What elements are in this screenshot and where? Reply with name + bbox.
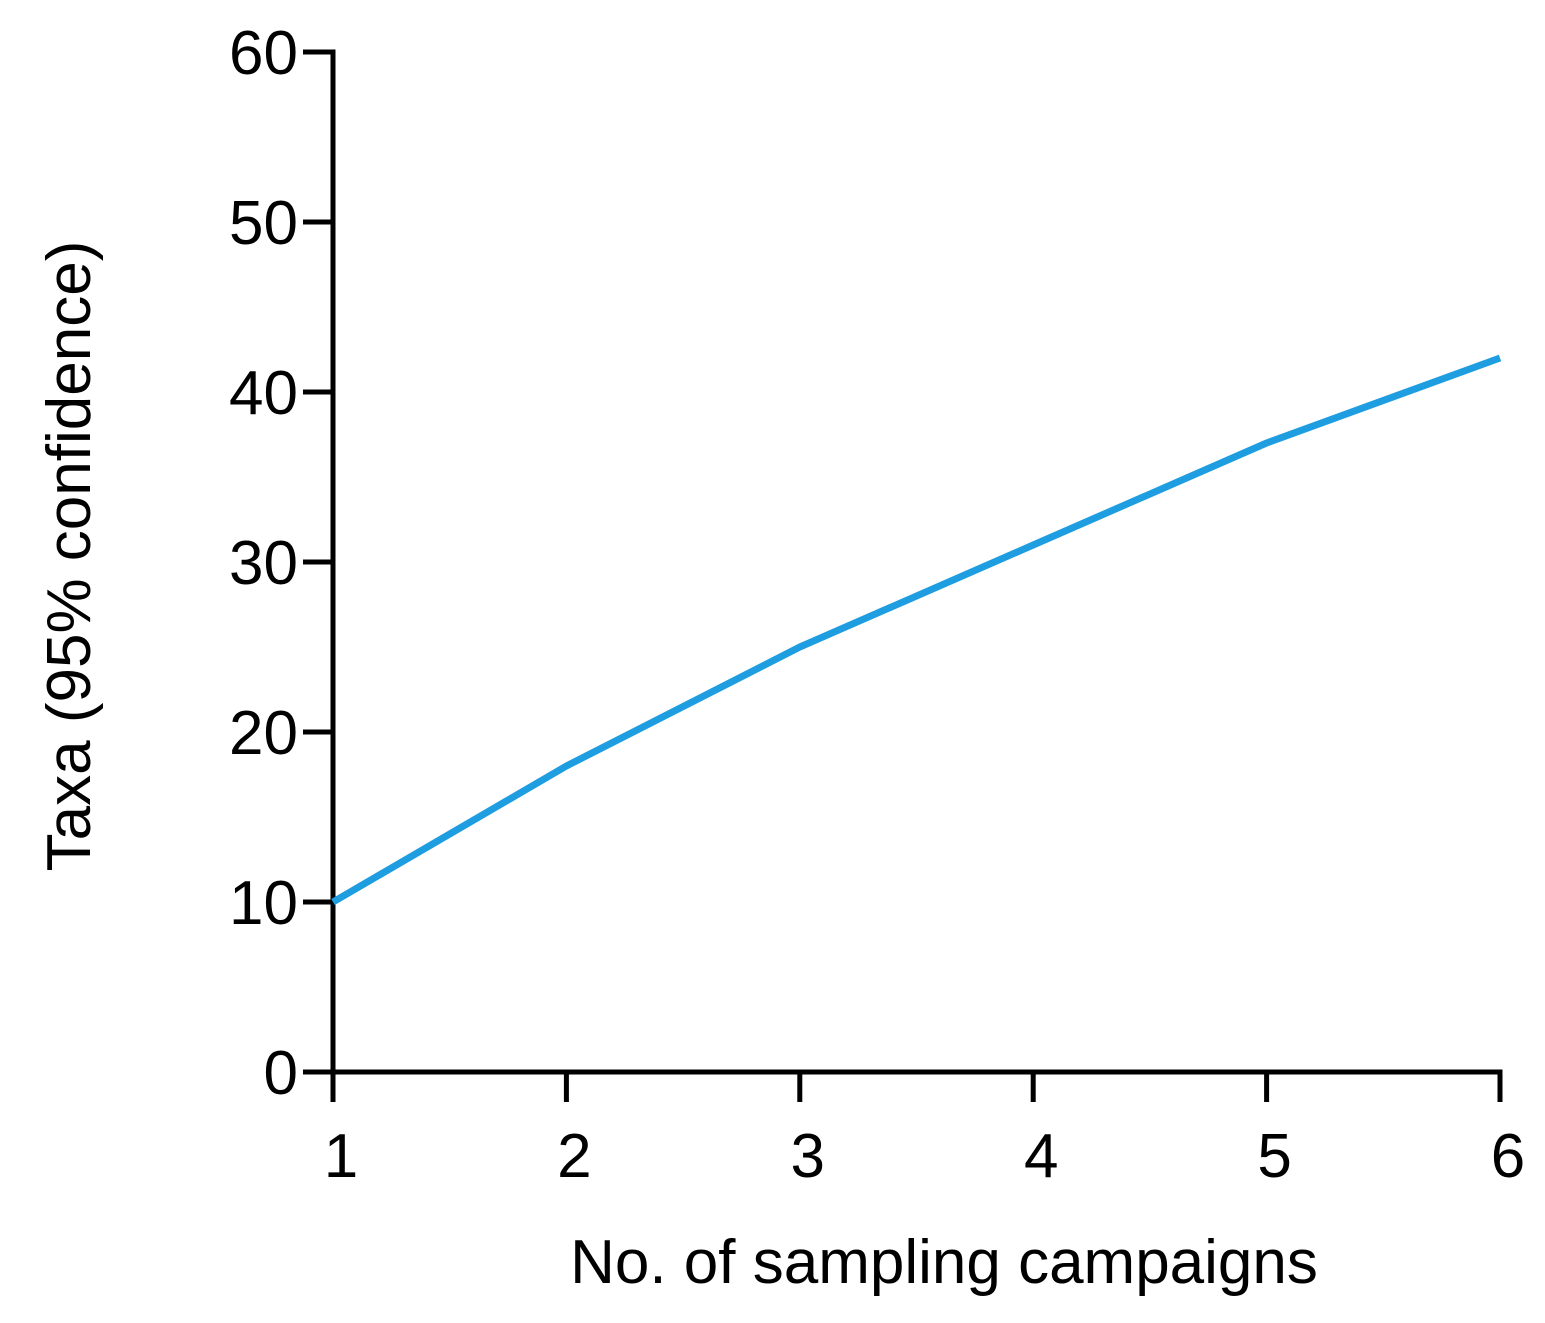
x-tick-label: 6 <box>1491 1122 1525 1191</box>
axes <box>333 52 1500 1072</box>
x-tick-label: 4 <box>1024 1122 1058 1191</box>
x-tick-label: 5 <box>1257 1122 1291 1191</box>
y-axis-title: Taxa (95% confidence) <box>35 241 104 872</box>
y-tick-label: 10 <box>229 869 298 938</box>
ticks: 0 10 20 30 40 50 60 1 2 3 4 5 6 <box>229 19 1525 1191</box>
y-tick-label: 60 <box>229 19 298 88</box>
y-tick-label: 20 <box>229 699 298 768</box>
y-tick-label: 50 <box>229 189 298 258</box>
x-tick-label: 3 <box>791 1122 825 1191</box>
x-axis-title: No. of sampling campaigns <box>570 1228 1318 1297</box>
x-tick-label: 1 <box>324 1122 358 1191</box>
y-tick-label: 40 <box>229 359 298 428</box>
x-tick-label: 2 <box>557 1122 591 1191</box>
series-line <box>333 358 1500 902</box>
series-layer <box>333 358 1500 902</box>
y-tick-label: 30 <box>229 529 298 598</box>
y-tick-label: 0 <box>264 1039 298 1108</box>
